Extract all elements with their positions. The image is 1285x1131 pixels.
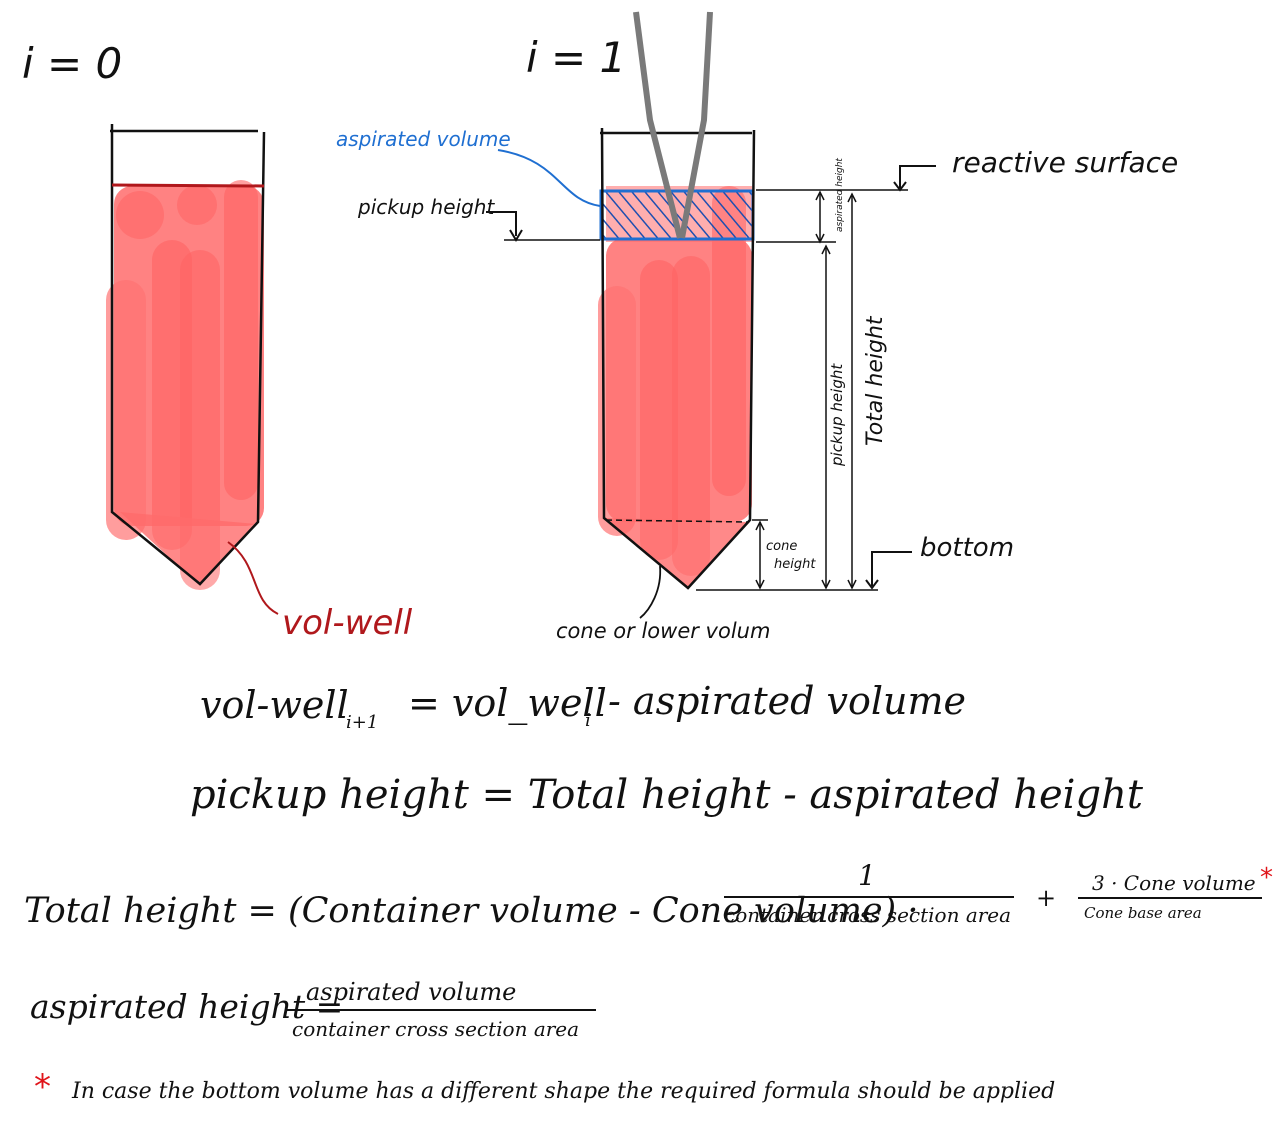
- eq3-frac2-den: Cone base area: [1084, 904, 1202, 922]
- label-cone-height-line1: cone: [766, 539, 797, 554]
- liquid-i1: [598, 186, 752, 588]
- equation-1: vol-well i+1 = vol_well i - aspirated vo…: [200, 679, 966, 733]
- footnote-text: In case the bottom volume has a differen…: [71, 1079, 1055, 1104]
- label-aspirated-height-small: aspirated height: [835, 158, 845, 232]
- footnote-star: *: [34, 1067, 51, 1107]
- eq3-frac1-num: 1: [858, 859, 876, 892]
- label-bottom: bottom: [920, 533, 1014, 563]
- eq1-rhs: - aspirated volume: [608, 679, 966, 723]
- footnote: * In case the bottom volume has a differ…: [34, 1067, 1055, 1107]
- eq1-mid: = vol_well: [408, 681, 607, 726]
- eq3-frac1-den: container cross section area: [724, 903, 1011, 927]
- label-cone-or-lower: cone or lower volum: [556, 619, 770, 643]
- eq3-star: *: [1260, 863, 1273, 893]
- label-i1: i = 1: [526, 33, 626, 82]
- label-vol-well: vol-well: [282, 603, 413, 643]
- pipette-right: [679, 11, 713, 239]
- eq3-frac2-num: 3 · Cone volume: [1092, 871, 1256, 895]
- label-pickup-height-vertical: pickup height: [828, 363, 846, 467]
- well-i0: [106, 124, 279, 615]
- eq1-lhs: vol-well: [200, 683, 349, 727]
- label-reactive-surface: reactive surface: [952, 146, 1178, 179]
- eq4-lhs: aspirated height =: [30, 987, 343, 1026]
- equation-3: Total height = (Container volume - Cone …: [24, 859, 1273, 931]
- label-i0: i = 0: [22, 39, 122, 88]
- eq4-den: container cross section area: [292, 1017, 579, 1041]
- eq1-lhs-sub: i+1: [346, 712, 378, 733]
- well-i1: [486, 11, 756, 619]
- pipette-left: [633, 11, 683, 239]
- equation-2: pickup height = Total height - aspirated…: [190, 772, 1144, 818]
- eq4-num: aspirated volume: [306, 978, 516, 1006]
- dimensions: [696, 165, 936, 591]
- label-total-height-vertical: Total height: [863, 315, 888, 446]
- label-cone-height-line2: height: [774, 557, 816, 572]
- equation-4: aspirated height = aspirated volume cont…: [30, 978, 596, 1041]
- label-pickup-height: pickup height: [357, 195, 495, 219]
- eq1-mid-sub: i: [585, 710, 591, 731]
- label-aspirated-volume: aspirated volume: [336, 127, 511, 151]
- eq3-plus: +: [1036, 884, 1056, 912]
- liquid-i0: [106, 180, 264, 590]
